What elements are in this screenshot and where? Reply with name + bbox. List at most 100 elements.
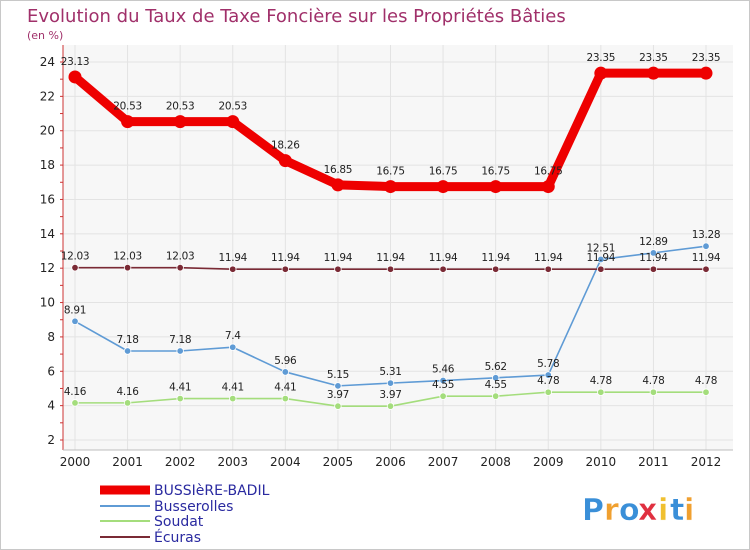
- data-label: 4.41: [222, 382, 244, 394]
- data-point: [281, 368, 290, 376]
- y-tick-label: 24: [40, 55, 55, 69]
- data-point: [491, 265, 500, 273]
- data-point: [489, 180, 503, 194]
- data-point: [278, 154, 292, 168]
- data-point: [386, 379, 395, 387]
- y-tick-label: 18: [40, 158, 55, 172]
- data-point: [334, 402, 342, 410]
- data-label: 5.62: [485, 361, 507, 373]
- data-point: [702, 242, 710, 250]
- data-label: 4.16: [116, 386, 139, 398]
- data-label: 23.35: [639, 52, 668, 64]
- data-label: 4.41: [274, 382, 296, 394]
- data-label: 7.18: [169, 334, 191, 346]
- data-label: 4.16: [64, 386, 87, 398]
- data-point: [541, 180, 555, 194]
- legend-label: BUSSIèRE-BADIL: [154, 483, 270, 499]
- y-tick-label: 14: [40, 227, 55, 241]
- data-label: 4.41: [169, 382, 191, 394]
- legend-label: Soudat: [154, 514, 204, 530]
- data-label: 11.94: [692, 252, 721, 264]
- data-labels: 23.13 20.53 20.53 20.53 18.26 16.85 16.75 16.75…: [61, 52, 721, 401]
- data-label: 12.03: [113, 251, 142, 263]
- data-point: [176, 263, 184, 272]
- data-point: [281, 394, 290, 403]
- data-point: [71, 263, 79, 272]
- logo-letter: o: [619, 493, 640, 528]
- y-tick-label: 10: [40, 296, 55, 310]
- x-tick-label: 2006: [375, 455, 406, 469]
- data-label: 4.55: [432, 379, 454, 391]
- logo-letter: r: [604, 493, 619, 528]
- data-label: 5.31: [379, 366, 401, 378]
- data-label: 18.26: [271, 140, 300, 152]
- data-point: [121, 115, 135, 129]
- data-point: [439, 376, 447, 385]
- x-tick-label: 2012: [691, 455, 722, 469]
- data-label: 11.94: [376, 252, 405, 264]
- y-tick-label: 20: [40, 124, 55, 138]
- data-label: 23.35: [692, 52, 721, 64]
- data-label: 12.89: [639, 236, 668, 248]
- data-label: 12.03: [166, 251, 195, 263]
- x-tick-label: 2004: [270, 455, 301, 469]
- logo-letter: x: [638, 493, 657, 528]
- legend-label: Écuras: [154, 529, 201, 546]
- data-label: 12.51: [587, 242, 616, 254]
- data-label: 5.96: [274, 355, 297, 367]
- data-point: [649, 249, 658, 257]
- chart-subtitle: (en %): [27, 29, 63, 42]
- data-point: [702, 388, 710, 396]
- data-label: 23.35: [587, 52, 616, 64]
- data-label: 11.94: [587, 252, 616, 264]
- data-point: [123, 263, 132, 272]
- data-point: [123, 399, 132, 407]
- data-label: 4.78: [590, 375, 612, 387]
- grid: [63, 45, 733, 450]
- logo-letter: P: [582, 493, 604, 528]
- x-tick-label: 2009: [533, 455, 564, 469]
- data-point: [229, 265, 237, 273]
- data-label: 11.94: [534, 252, 563, 264]
- data-point: [649, 388, 658, 396]
- data-label: 16.75: [534, 166, 563, 178]
- data-point: [544, 265, 552, 273]
- data-point: [173, 115, 187, 129]
- data-point: [544, 388, 552, 396]
- x-tick-label: 2008: [480, 455, 511, 469]
- x-tick-label: 2003: [217, 455, 248, 469]
- data-label: 20.53: [218, 101, 247, 113]
- data-point: [544, 371, 552, 379]
- legend-label: Busserolles: [154, 499, 233, 515]
- logo-letter: t: [670, 493, 684, 528]
- y-tick-label: 4: [47, 399, 55, 413]
- data-point: [597, 265, 605, 273]
- x-tick-label: 2002: [165, 455, 196, 469]
- data-point: [331, 178, 345, 192]
- x-tick-label: 2001: [112, 455, 143, 469]
- data-point: [594, 66, 608, 80]
- data-label: 20.53: [166, 101, 195, 113]
- x-tick-label: 2007: [428, 455, 459, 469]
- data-label: 11.94: [324, 252, 353, 264]
- data-point: [439, 392, 447, 400]
- x-tick-label: 2000: [60, 455, 91, 469]
- data-point: [123, 347, 132, 355]
- data-label: 16.75: [376, 166, 405, 178]
- data-point: [491, 374, 500, 382]
- data-point: [384, 180, 397, 194]
- data-point: [229, 343, 237, 351]
- data-point: [68, 70, 82, 84]
- data-point: [71, 399, 79, 407]
- y-tick-label: 6: [47, 364, 55, 378]
- data-label: 11.94: [218, 252, 247, 264]
- x-tick-label: 2011: [638, 455, 669, 469]
- data-point: [597, 388, 605, 396]
- data-label: 7.18: [116, 334, 138, 346]
- data-point: [334, 382, 342, 390]
